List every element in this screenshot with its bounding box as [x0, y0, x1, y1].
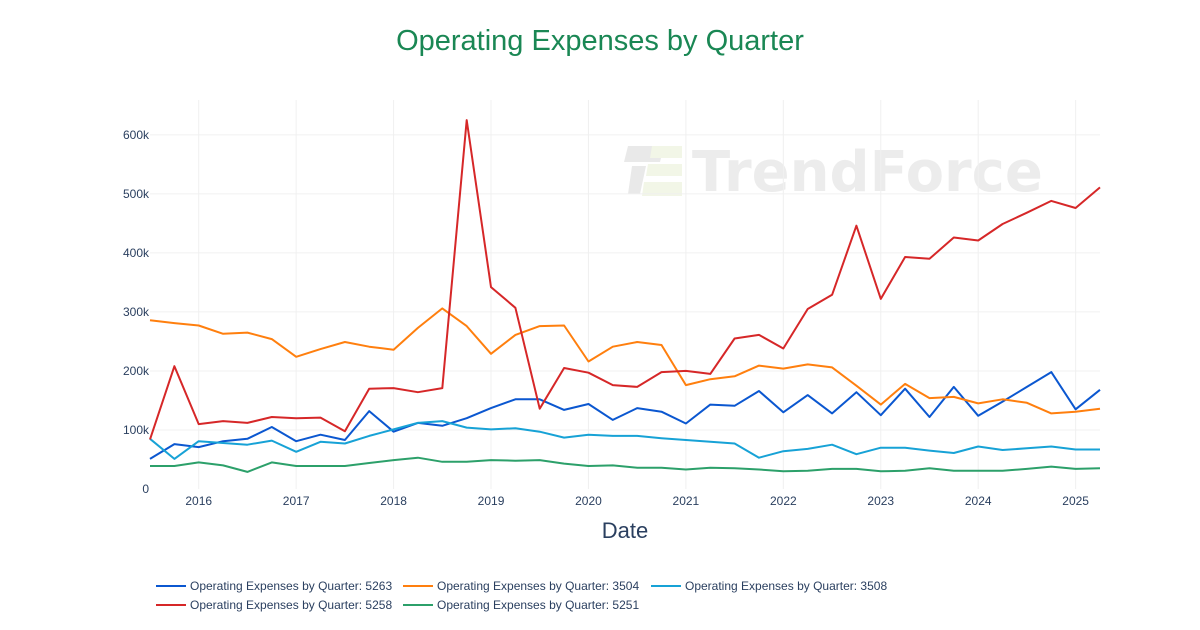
y-tick-label: 100k	[123, 423, 150, 437]
watermark-text: TrendForce	[692, 140, 1043, 205]
y-tick-label: 200k	[123, 364, 150, 378]
gridlines	[150, 100, 1100, 489]
x-tick-label: 2017	[283, 494, 310, 508]
x-tick-label: 2022	[770, 494, 797, 508]
legend-item[interactable]: Operating Expenses by Quarter: 5251	[403, 598, 639, 612]
y-tick-label: 500k	[123, 187, 150, 201]
series-line-3504	[149, 307, 1101, 415]
legend-label: Operating Expenses by Quarter: 5263	[190, 579, 392, 593]
series-line-5251	[150, 456, 1101, 473]
x-tick-label: 2019	[478, 494, 505, 508]
legend-label: Operating Expenses by Quarter: 3504	[437, 579, 639, 593]
legend-item[interactable]: Operating Expenses by Quarter: 3508	[651, 579, 887, 593]
legend-label: Operating Expenses by Quarter: 5251	[437, 598, 639, 612]
legend-label: Operating Expenses by Quarter: 3508	[685, 579, 887, 593]
x-axis-ticks: 2016 2017 2018 2019 2020 2021 2022 2023 2024 2025	[185, 494, 1089, 508]
series-layer	[149, 119, 1101, 473]
y-tick-label: 300k	[123, 305, 150, 319]
chart-title: Operating Expenses by Quarter	[396, 25, 804, 57]
series-line-5263	[149, 371, 1101, 460]
legend-item[interactable]: Operating Expenses by Quarter: 3504	[403, 579, 639, 593]
legend-item[interactable]: Operating Expenses by Quarter: 5258	[156, 598, 392, 612]
x-tick-label: 2018	[380, 494, 407, 508]
y-axis-ticks: 0 100k 200k 300k 400k 500k 600k	[123, 128, 150, 496]
legend-item[interactable]: Operating Expenses by Quarter: 5263	[156, 579, 392, 593]
trendforce-logo-icon	[624, 146, 682, 196]
y-tick-label: 0	[142, 482, 149, 496]
x-tick-label: 2020	[575, 494, 602, 508]
x-tick-label: 2016	[185, 494, 212, 508]
x-tick-label: 2025	[1062, 494, 1089, 508]
series-line-3508	[149, 420, 1100, 460]
x-tick-label: 2023	[867, 494, 894, 508]
series-line-5258	[149, 119, 1101, 440]
legend: Operating Expenses by Quarter: 5263 Opera…	[156, 579, 887, 612]
y-tick-label: 400k	[123, 246, 150, 260]
x-axis-title: Date	[602, 518, 648, 543]
y-tick-label: 600k	[123, 128, 150, 142]
trendforce-watermark: TrendForce	[624, 140, 1043, 205]
legend-label: Operating Expenses by Quarter: 5258	[190, 598, 392, 612]
x-tick-label: 2024	[965, 494, 992, 508]
x-tick-label: 2021	[673, 494, 700, 508]
